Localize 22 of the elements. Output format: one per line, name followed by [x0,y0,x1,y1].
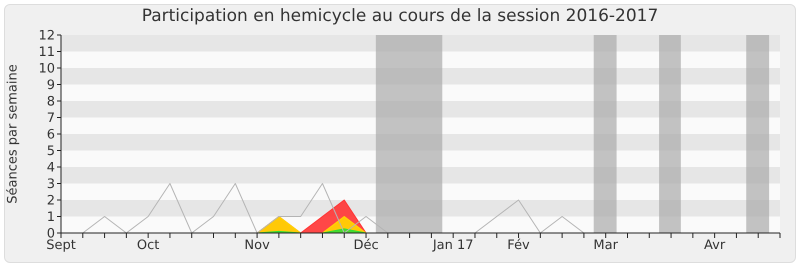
y-tick-label: 11 [38,45,55,60]
y-tick-label: 3 [46,177,55,192]
y-tick-label: 6 [46,128,55,143]
y-tick-label: 8 [46,94,55,110]
y-tick-label: 12 [38,28,55,44]
y-tick-label: 7 [46,111,55,126]
y-tick-label: 2 [46,194,55,209]
x-tick-label: Fév [507,238,530,254]
y-tick-label: 1 [46,210,55,226]
x-tick-label: Jan 17 [432,238,474,254]
y-tick-label: 9 [46,78,55,94]
y-tick-label: 10 [38,62,55,77]
x-tick-label: Mar [593,238,619,254]
x-tick-label: Déc [353,238,379,254]
x-tick-label: Sept [46,238,76,254]
x-tick-label: Oct [136,238,160,254]
x-tick-label: Avr [704,238,726,254]
y-tick-label: 5 [46,144,55,160]
y-tick-label: 4 [46,160,55,176]
chart-title: Participation en hemicycle au cours de la session 2016-2017 [140,6,660,26]
x-tick-label: Nov [244,238,270,254]
y-axis-title: Séances par semaine [6,64,21,204]
